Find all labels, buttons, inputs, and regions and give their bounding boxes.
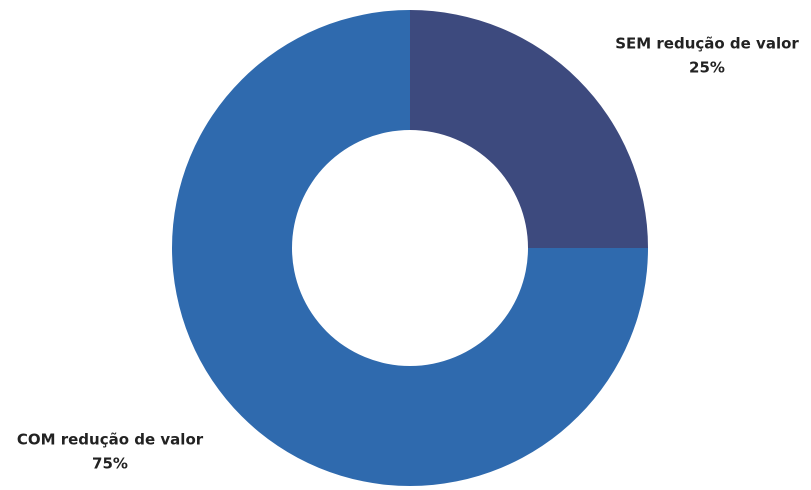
segment-value-label: 25% [689, 59, 725, 77]
donut-segment [410, 10, 648, 248]
segment-label: SEM redução de valor [615, 35, 799, 53]
segment-label: COM redução de valor [17, 431, 204, 449]
segment-value-label: 75% [92, 455, 128, 473]
donut-segment [172, 10, 648, 486]
